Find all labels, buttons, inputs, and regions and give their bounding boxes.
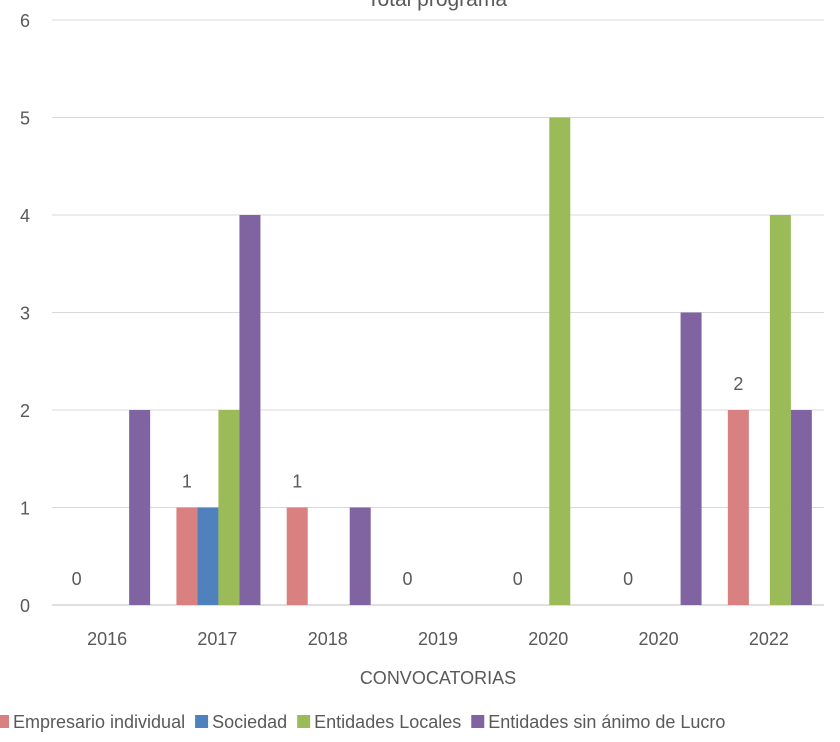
data-label: 1 bbox=[182, 472, 192, 492]
data-label: 0 bbox=[623, 569, 633, 589]
y-tick-label: 3 bbox=[20, 304, 30, 324]
x-tick-label: 2017 bbox=[197, 629, 237, 649]
x-axis-title: CONVOCATORIAS bbox=[360, 668, 516, 688]
bar-entidades-locales bbox=[769, 215, 791, 605]
y-axis-ticks: 0 1 2 3 4 5 6 bbox=[20, 11, 30, 616]
bar-entidades-sin-nimo-de-lucro bbox=[349, 507, 371, 605]
x-tick-label: 2020 bbox=[639, 629, 679, 649]
y-tick-label: 0 bbox=[20, 596, 30, 616]
legend-swatch bbox=[471, 715, 485, 728]
x-tick-label: 2016 bbox=[87, 629, 127, 649]
legend-swatch bbox=[0, 715, 9, 728]
bar-entidades-sin-nimo-de-lucro bbox=[790, 410, 812, 605]
gridlines bbox=[52, 19, 824, 606]
bar-entidades-sin-nimo-de-lucro bbox=[680, 312, 702, 605]
data-labels: 0 1 1 0 0 0 2 bbox=[72, 374, 744, 589]
chart-title: Total programa bbox=[367, 0, 507, 11]
data-label: 2 bbox=[733, 374, 743, 394]
y-tick-label: 2 bbox=[20, 401, 30, 421]
legend-swatch bbox=[195, 715, 209, 728]
y-tick-label: 4 bbox=[20, 206, 30, 226]
legend-label: Empresario individual bbox=[13, 712, 185, 732]
y-tick-label: 6 bbox=[20, 11, 30, 31]
bar-entidades-sin-nimo-de-lucro bbox=[239, 215, 261, 605]
bar-entidades-locales bbox=[549, 117, 571, 605]
data-label: 0 bbox=[513, 569, 523, 589]
x-tick-label: 2020 bbox=[528, 629, 568, 649]
bar-entidades-locales bbox=[218, 410, 240, 605]
x-tick-label: 2022 bbox=[749, 629, 789, 649]
legend-label: Sociedad bbox=[212, 712, 287, 732]
y-tick-label: 1 bbox=[20, 499, 30, 519]
bar-sociedad bbox=[197, 507, 219, 605]
data-label: 1 bbox=[292, 472, 302, 492]
bar-empresario-individual bbox=[727, 410, 749, 605]
x-tick-label: 2019 bbox=[418, 629, 458, 649]
y-tick-label: 5 bbox=[20, 109, 30, 129]
x-tick-label: 2018 bbox=[308, 629, 348, 649]
data-label: 0 bbox=[72, 569, 82, 589]
data-label: 0 bbox=[402, 569, 412, 589]
bar-entidades-sin-nimo-de-lucro bbox=[129, 410, 151, 605]
bar-empresario-individual bbox=[176, 507, 198, 605]
x-axis-ticks: 2016 2017 2018 2019 2020 2020 2022 bbox=[87, 629, 789, 649]
bar-empresario-individual bbox=[286, 507, 308, 605]
legend-label: Entidades sin ánimo de Lucro bbox=[488, 712, 725, 732]
legend-label: Entidades Locales bbox=[314, 712, 461, 732]
legend-swatch bbox=[297, 715, 311, 728]
legend: Empresario individual Sociedad Entidades L… bbox=[0, 712, 725, 732]
bars bbox=[129, 117, 812, 605]
